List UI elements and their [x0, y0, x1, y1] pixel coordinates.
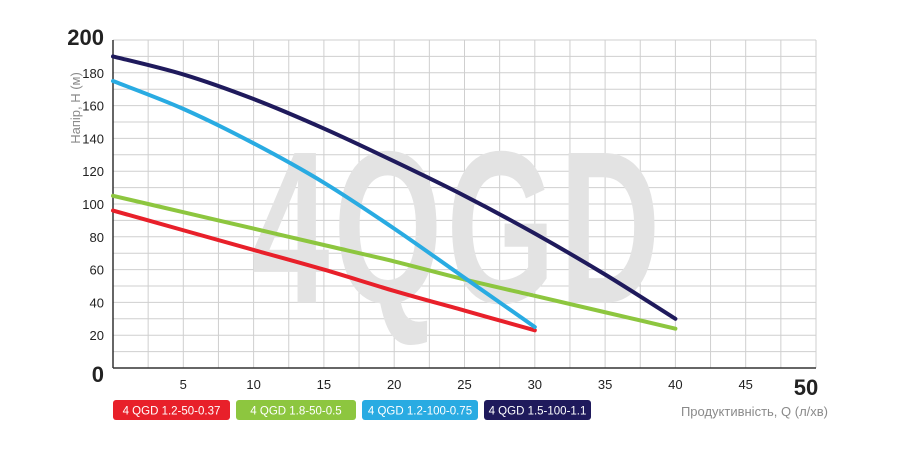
x-tick-label: 30	[528, 377, 542, 392]
legend-item-4: 4 QGD 1.5-100-1.1	[484, 400, 591, 420]
series-line-1	[111, 208, 537, 333]
y-tick-label: 180	[82, 66, 104, 81]
x-tick-label: 25	[457, 377, 471, 392]
legend-swatch	[236, 400, 356, 420]
y-tick-label: 140	[82, 131, 104, 146]
y-tick-label: 60	[90, 263, 104, 278]
legend-swatch	[362, 400, 478, 420]
legend-swatch	[113, 400, 230, 420]
grid	[112, 39, 817, 369]
series-line-3	[111, 79, 537, 329]
y-tick-label: 160	[82, 99, 104, 114]
legend-label: 4 QGD 1.2-100-0.75	[368, 406, 472, 418]
axes	[112, 40, 816, 369]
y-tick-label: 80	[90, 230, 104, 245]
tick-labels: 0 20 40 60 80 100 120 140 160 180 200 5 10 15 20 25 30 35…	[67, 25, 818, 400]
legend-item-1: 4 QGD 1.2-50-0.37	[113, 400, 230, 420]
legend-label: 4 QGD 1.2-50-0.37	[123, 406, 221, 418]
x-tick-label: 35	[598, 377, 612, 392]
legend-item-3: 4 QGD 1.2-100-0.75	[362, 400, 478, 420]
y-axis-label: Напір, Н (м)	[68, 72, 83, 144]
x-tick-label: 50	[794, 375, 818, 400]
x-tick-label: 40	[668, 377, 682, 392]
y-tick-label: 120	[82, 164, 104, 179]
legend: 4 QGD 1.2-50-0.37 4 QGD 1.8-50-0.5 4 QGD 1…	[113, 400, 591, 420]
y-tick-label: 200	[67, 25, 104, 50]
x-tick-label: 15	[317, 377, 331, 392]
y-tick-label: 40	[90, 295, 104, 310]
x-axis-label: Продуктивність, Q (л/хв)	[681, 404, 828, 419]
x-tick-label: 20	[387, 377, 401, 392]
y-tick-label: 100	[82, 197, 104, 212]
x-tick-label: 5	[180, 377, 187, 392]
series-line-4	[111, 54, 678, 321]
y-tick-label: 20	[90, 328, 104, 343]
x-tick-label: 10	[246, 377, 260, 392]
series-line-2	[111, 193, 678, 331]
legend-swatch	[484, 400, 591, 420]
legend-item-2: 4 QGD 1.8-50-0.5	[236, 400, 356, 420]
series-lines	[111, 54, 678, 333]
legend-label: 4 QGD 1.8-50-0.5	[250, 406, 341, 418]
y-tick-label: 0	[92, 362, 104, 387]
legend-label: 4 QGD 1.5-100-1.1	[489, 406, 587, 418]
x-tick-label: 45	[738, 377, 752, 392]
